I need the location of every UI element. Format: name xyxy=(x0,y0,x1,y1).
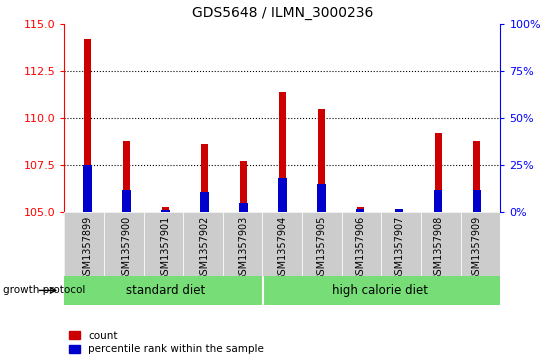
Bar xyxy=(461,212,500,276)
Bar xyxy=(357,207,364,212)
Bar xyxy=(84,39,91,212)
Text: standard diet: standard diet xyxy=(126,284,205,297)
Bar xyxy=(64,212,104,276)
Text: GSM1357901: GSM1357901 xyxy=(160,216,170,281)
Title: GDS5648 / ILMN_3000236: GDS5648 / ILMN_3000236 xyxy=(192,6,373,20)
Text: GSM1357904: GSM1357904 xyxy=(277,216,287,281)
Bar xyxy=(183,212,223,276)
Text: GSM1357900: GSM1357900 xyxy=(121,216,131,281)
Bar xyxy=(395,209,404,212)
Bar xyxy=(473,190,481,212)
Bar xyxy=(421,212,461,276)
Bar xyxy=(83,165,92,212)
Text: GSM1357903: GSM1357903 xyxy=(238,216,248,281)
Text: GSM1357902: GSM1357902 xyxy=(200,216,210,281)
Bar xyxy=(201,144,208,212)
Text: growth protocol: growth protocol xyxy=(3,285,85,295)
Bar xyxy=(356,209,364,212)
Text: GSM1357899: GSM1357899 xyxy=(83,216,93,281)
Bar xyxy=(342,212,381,276)
Bar xyxy=(473,140,480,212)
Text: high calorie diet: high calorie diet xyxy=(331,284,428,297)
Bar xyxy=(144,212,183,276)
Bar xyxy=(239,203,248,212)
Text: GSM1357907: GSM1357907 xyxy=(394,216,404,281)
Bar xyxy=(434,133,442,212)
Bar xyxy=(123,140,130,212)
Bar xyxy=(279,91,286,212)
Bar xyxy=(278,178,287,212)
Bar xyxy=(263,212,302,276)
Text: GSM1357905: GSM1357905 xyxy=(316,216,326,281)
Bar xyxy=(122,190,131,212)
Bar xyxy=(104,212,144,276)
Bar xyxy=(317,184,325,212)
Bar xyxy=(240,162,247,212)
Bar xyxy=(162,207,169,212)
Bar xyxy=(200,192,209,212)
Text: GSM1357908: GSM1357908 xyxy=(433,216,443,281)
Bar xyxy=(223,212,263,276)
Text: GSM1357906: GSM1357906 xyxy=(355,216,365,281)
Legend: count, percentile rank within the sample: count, percentile rank within the sample xyxy=(69,331,264,354)
Bar xyxy=(396,209,402,212)
Bar xyxy=(381,212,421,276)
Bar xyxy=(434,190,442,212)
Bar xyxy=(161,209,170,212)
Bar xyxy=(318,109,325,212)
Text: GSM1357909: GSM1357909 xyxy=(472,216,482,281)
Bar xyxy=(302,212,342,276)
